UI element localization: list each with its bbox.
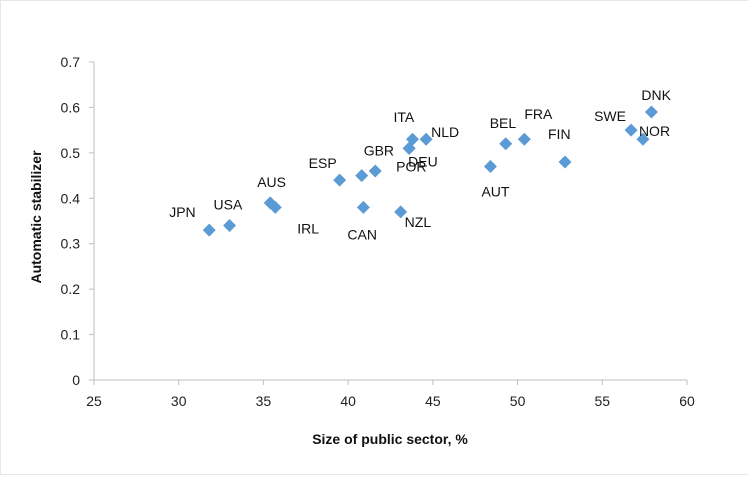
data-point-label: SWE xyxy=(594,108,626,124)
data-point-label: JPN xyxy=(169,204,195,220)
x-tick-label: 60 xyxy=(679,393,695,409)
data-point-label: FRA xyxy=(524,106,553,122)
x-tick-label: 25 xyxy=(86,393,102,409)
data-point-label: AUT xyxy=(481,183,509,199)
data-point-marker xyxy=(624,123,638,137)
data-point-label: GBR xyxy=(364,143,394,159)
data-point-label: BEL xyxy=(490,115,517,131)
x-axis-ticks: 25 30 35 40 45 50 55 60 xyxy=(86,380,695,409)
x-tick-label: 40 xyxy=(340,393,356,409)
y-tick-label: 0.3 xyxy=(61,236,81,252)
y-tick-label: 0.6 xyxy=(61,99,81,115)
y-tick-label: 0.2 xyxy=(61,281,81,297)
data-point-marker xyxy=(499,137,513,151)
data-point-label: ITA xyxy=(394,109,415,125)
data-point-marker xyxy=(517,132,531,146)
y-tick-label: 0.7 xyxy=(61,54,81,70)
data-point-marker xyxy=(223,219,237,233)
data-point-marker xyxy=(558,155,572,169)
data-point-label: DNK xyxy=(641,87,671,103)
data-point-label: NOR xyxy=(639,123,670,139)
data-point-label: NLD xyxy=(431,124,459,140)
data-point-label: AUS xyxy=(257,174,286,190)
y-tick-label: 0.5 xyxy=(61,145,81,161)
data-point-marker xyxy=(636,132,650,146)
y-axis-title: Automatic stabilizer xyxy=(28,150,44,284)
data-point-marker xyxy=(406,132,420,146)
data-point-label: NZL xyxy=(405,214,432,230)
data-point-label: ESP xyxy=(309,155,337,171)
data-point-marker xyxy=(368,164,382,178)
x-tick-label: 30 xyxy=(171,393,187,409)
y-tick-label: 0 xyxy=(72,372,80,388)
x-tick-label: 45 xyxy=(425,393,441,409)
data-point-label: POR xyxy=(396,158,426,174)
x-tick-label: 50 xyxy=(510,393,526,409)
y-axis-ticks: 0 0.1 0.2 0.3 0.4 0.5 0.6 0.7 xyxy=(61,54,94,388)
data-point-marker xyxy=(333,173,347,187)
data-point-marker xyxy=(483,159,497,173)
data-point-label: DEU xyxy=(408,153,438,169)
data-point-marker xyxy=(644,105,658,119)
x-tick-label: 35 xyxy=(256,393,272,409)
data-point-marker xyxy=(355,169,369,183)
data-points xyxy=(202,105,658,237)
x-tick-label: 55 xyxy=(594,393,610,409)
data-point-marker xyxy=(394,205,408,219)
y-tick-label: 0.4 xyxy=(61,190,81,206)
x-axis-title: Size of public sector, % xyxy=(312,431,468,447)
data-point-marker xyxy=(419,132,433,146)
data-point-marker xyxy=(202,223,216,237)
data-point-marker xyxy=(356,200,370,214)
data-point-label: CAN xyxy=(347,226,377,242)
data-point-label: USA xyxy=(214,197,243,213)
data-point-marker xyxy=(268,200,282,214)
data-point-label: IRL xyxy=(297,220,319,236)
y-tick-label: 0.1 xyxy=(61,327,81,343)
data-point-label: FIN xyxy=(548,126,571,142)
